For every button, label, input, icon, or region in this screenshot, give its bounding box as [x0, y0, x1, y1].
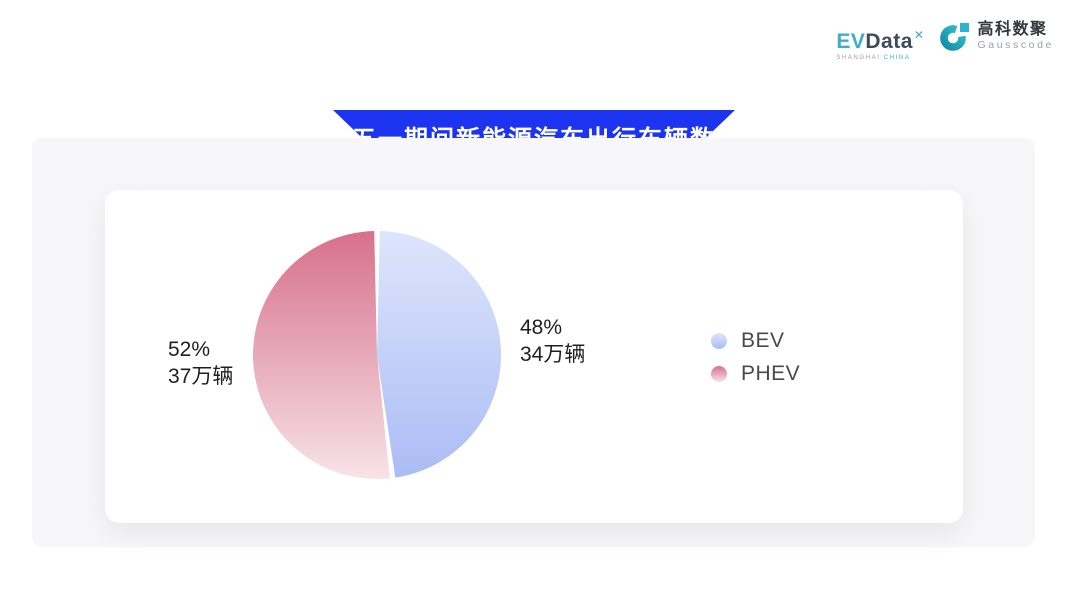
phev-percent-label: 52%: [168, 338, 211, 361]
gausscode-g-icon: [940, 23, 970, 51]
gausscode-cn-name: 高科数聚: [977, 20, 1048, 38]
bev-slice-label: 48% 34万辆: [520, 314, 585, 368]
legend-item-bev: BEV: [711, 329, 800, 353]
phev-value-label: 37万辆: [168, 365, 234, 388]
gausscode-logo: 高科数聚 Gausscode: [940, 20, 1054, 52]
gausscode-en-name: Gausscode: [977, 38, 1054, 51]
bev-percent-label: 48%: [520, 316, 563, 339]
evdata-subtitle: SHANGHAI CHINA: [836, 55, 910, 61]
logo-bar: EVData✕ SHANGHAI CHINA 高科数聚 Gausscode: [836, 20, 1054, 62]
evdata-subtitle-right: CHINA: [883, 55, 911, 61]
phev-slice-label: 52% 37万辆: [168, 336, 233, 390]
legend-label-phev: PHEV: [741, 362, 801, 385]
evdata-logo: EVData✕ SHANGHAI CHINA: [836, 20, 924, 61]
chart-legend: BEV PHEV: [711, 329, 800, 386]
legend-marker-bev: [711, 333, 727, 349]
legend-marker-phev: [711, 366, 727, 382]
pie-chart: [247, 225, 507, 485]
evdata-wordmark: EVData✕: [836, 24, 924, 53]
chart-card: 52% 37万辆 48% 34万辆 BEV PHEV: [105, 190, 963, 523]
legend-label-bev: BEV: [741, 329, 785, 352]
evdata-subtitle-left: SHANGHAI: [836, 55, 881, 61]
legend-item-phev: PHEV: [711, 362, 800, 386]
gausscode-text: 高科数聚 Gausscode: [977, 21, 1054, 52]
evdata-ev-text: EV: [836, 30, 866, 53]
evdata-x-icon: ✕: [913, 28, 925, 42]
pie-slice-phev: [252, 231, 390, 479]
background-panel: 52% 37万辆 48% 34万辆 BEV PHEV: [32, 138, 1035, 547]
pie-slice-bev: [377, 231, 502, 478]
bev-value-label: 34万辆: [520, 343, 586, 366]
evdata-data-text: Data: [865, 30, 913, 53]
